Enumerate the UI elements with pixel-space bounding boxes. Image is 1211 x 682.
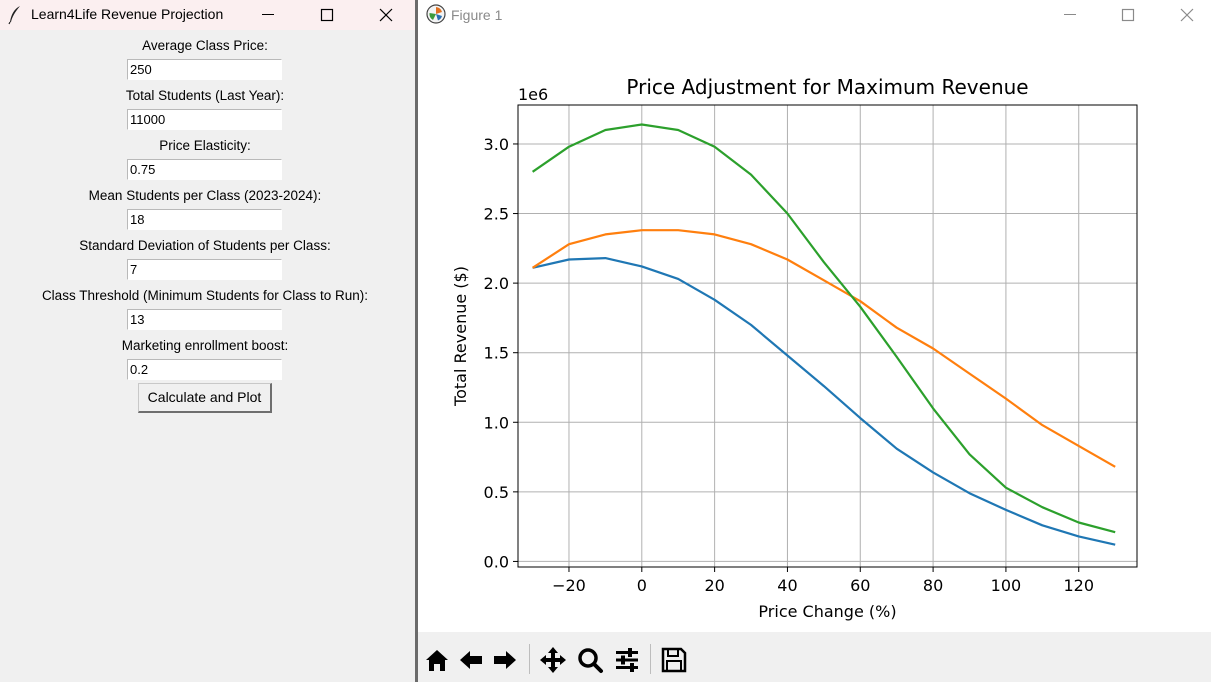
students-label: Total Students (Last Year): — [125, 88, 285, 103]
plot-canvas[interactable]: −20 0 20 40 60 80 100 120 0.0 0.5 1.0 1.5 2.0 2.5 3.0 … — [418, 30, 1211, 632]
calculate-plot-button[interactable]: Calculate and Plot — [138, 383, 272, 413]
x-tick-label: −20 — [552, 576, 586, 595]
x-tick-label: 40 — [777, 576, 797, 595]
ticks: −20 0 20 40 60 80 100 120 0.0 0.5 1.0 1.5 2.0 2.5 3.0 — [484, 135, 1094, 595]
toolbar-separator — [650, 644, 651, 674]
close-icon — [1180, 8, 1194, 22]
y-tick-label: 2.5 — [484, 205, 509, 224]
feather-icon — [8, 6, 20, 25]
save-button[interactable] — [660, 646, 688, 674]
maximize-icon — [1121, 8, 1135, 22]
series-line-2 — [532, 229, 1116, 468]
x-tick-label: 100 — [991, 576, 1022, 595]
x-axis-label: Price Change (%) — [758, 602, 896, 621]
figure-titlebar[interactable]: Figure 1 — [418, 0, 1211, 30]
y-tick-label: 1.0 — [484, 413, 509, 432]
figure-window: Figure 1 −20 0 20 40 60 80 100 120 0.0 0.5 1.0 1.5 2… — [418, 0, 1211, 682]
forward-icon — [494, 651, 516, 669]
chart-title: Price Adjustment for Maximum Revenue — [626, 75, 1028, 99]
forward-button[interactable] — [491, 646, 519, 674]
close-button[interactable] — [363, 0, 409, 30]
elasticity-input[interactable]: 0.75 — [127, 159, 282, 180]
y-tick-label: 0.5 — [484, 483, 509, 502]
x-tick-label: 120 — [1063, 576, 1094, 595]
minimize-icon — [262, 14, 274, 15]
grid — [518, 105, 1137, 567]
std-dev-label: Standard Deviation of Students per Class… — [79, 238, 331, 253]
students-input[interactable]: 11000 — [127, 109, 282, 130]
y-axis-label: Total Revenue ($) — [451, 266, 470, 407]
configure-subplots-button[interactable] — [613, 646, 641, 674]
matplotlib-icon — [426, 4, 446, 24]
figure-maximize-button[interactable] — [1105, 0, 1151, 30]
x-tick-label: 60 — [850, 576, 870, 595]
price-input[interactable]: 250 — [127, 59, 282, 80]
back-icon — [460, 651, 482, 669]
x-tick-label: 80 — [923, 576, 943, 595]
x-tick-label: 20 — [704, 576, 724, 595]
zoom-button[interactable] — [576, 646, 604, 674]
navigation-toolbar — [418, 632, 1211, 682]
home-icon — [426, 650, 448, 671]
marketing-boost-input[interactable]: 0.2 — [127, 359, 282, 380]
figure-close-button[interactable] — [1164, 0, 1210, 30]
maximize-icon — [320, 8, 334, 22]
minimize-button[interactable] — [245, 0, 291, 30]
tk-titlebar[interactable]: Learn4Life Revenue Projection — [0, 0, 416, 30]
revenue-chart: −20 0 20 40 60 80 100 1200.00.51.01.52.02.53.0 … — [451, 75, 1138, 621]
maximize-button[interactable] — [304, 0, 350, 30]
pan-icon — [540, 647, 566, 673]
figure-minimize-button[interactable] — [1047, 0, 1093, 30]
back-button[interactable] — [457, 646, 485, 674]
series-line-1 — [532, 257, 1116, 546]
zoom-icon — [578, 648, 603, 673]
y-tick-label: 2.0 — [484, 274, 509, 293]
save-icon — [661, 647, 687, 673]
y-tick-label: 1.5 — [484, 344, 509, 363]
mean-students-label: Mean Students per Class (2023-2024): — [88, 188, 322, 203]
y-tick-label: 3.0 — [484, 135, 509, 154]
toolbar-separator — [529, 644, 530, 674]
std-dev-input[interactable]: 7 — [127, 259, 282, 280]
y-offset-text: 1e6 — [518, 85, 548, 104]
y-tick-label: 0.0 — [484, 552, 509, 571]
series-lines — [531, 123, 1116, 546]
home-button[interactable] — [423, 646, 451, 674]
figure-window-title: Figure 1 — [451, 7, 503, 23]
configure-subplots-icon — [616, 648, 638, 672]
window-border — [415, 0, 418, 682]
minimize-icon — [1064, 14, 1076, 15]
tk-window-title: Learn4Life Revenue Projection — [31, 6, 224, 22]
elasticity-label: Price Elasticity: — [159, 138, 251, 153]
close-icon — [379, 8, 393, 22]
marketing-boost-label: Marketing enrollment boost: — [121, 338, 289, 353]
series-line-3 — [531, 123, 1116, 534]
x-tick-label: 0 — [637, 576, 647, 595]
threshold-label: Class Threshold (Minimum Students for Cl… — [41, 288, 369, 303]
price-label: Average Class Price: — [142, 38, 268, 53]
tk-input-window: Learn4Life Revenue Projection Average Cl… — [0, 0, 416, 682]
pan-button[interactable] — [539, 646, 567, 674]
mean-students-input[interactable]: 18 — [127, 209, 282, 230]
axes-frame — [517, 104, 1138, 568]
threshold-input[interactable]: 13 — [127, 309, 282, 330]
